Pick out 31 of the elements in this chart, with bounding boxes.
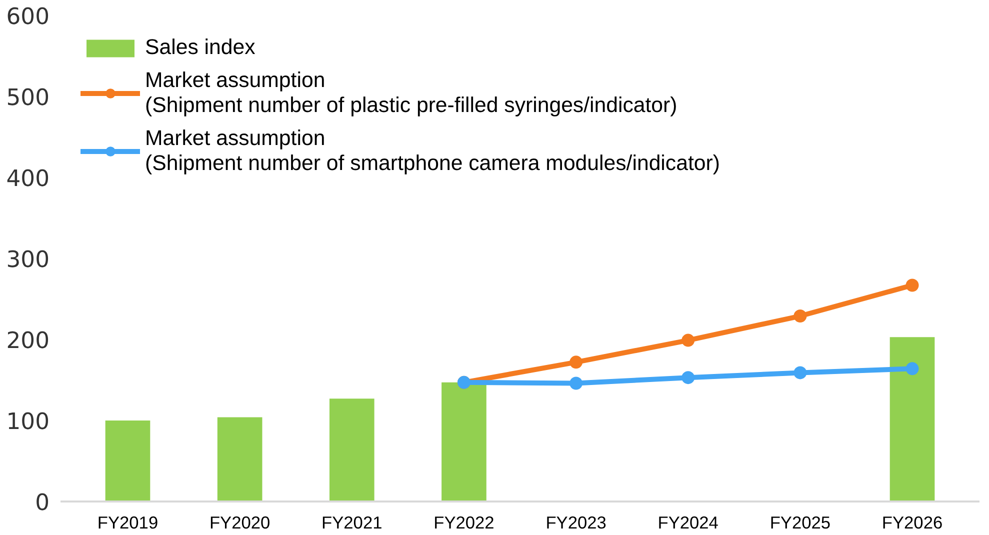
legend-label: Market assumption (Shipment number of smartphone camera modules/indicator) bbox=[145, 126, 720, 176]
point bbox=[570, 376, 583, 390]
bar bbox=[329, 398, 374, 502]
x-tick-label: FY2024 bbox=[658, 512, 719, 532]
x-tick-label: FY2021 bbox=[322, 512, 382, 532]
point bbox=[682, 334, 695, 347]
y-tick-label: 300 bbox=[6, 247, 50, 273]
point bbox=[570, 356, 583, 369]
legend-label: Market assumption (Shipment number of plastic pre-filled syringes/indicator) bbox=[145, 68, 678, 118]
bar bbox=[442, 382, 486, 502]
legend-label: Sales index bbox=[145, 35, 256, 60]
point bbox=[794, 310, 807, 322]
x-tick-label: FY2026 bbox=[882, 512, 943, 532]
x-tick-label: FY2025 bbox=[770, 512, 831, 532]
x-tick-label: FY2020 bbox=[209, 512, 270, 532]
x-tick-label: FY2022 bbox=[434, 512, 494, 532]
x-tick-label: FY2023 bbox=[546, 512, 606, 532]
point bbox=[794, 366, 807, 380]
point bbox=[906, 362, 919, 376]
y-tick-label: 0 bbox=[35, 490, 50, 516]
bar bbox=[105, 420, 150, 502]
point bbox=[682, 371, 695, 384]
y-tick-label: 400 bbox=[6, 166, 50, 192]
x-tick-label: FY2019 bbox=[97, 512, 158, 532]
bar bbox=[217, 417, 262, 502]
y-tick-label: 500 bbox=[6, 85, 50, 111]
bar bbox=[890, 337, 935, 502]
y-tick-label: 100 bbox=[6, 409, 50, 435]
point bbox=[906, 278, 919, 292]
y-tick-label: 200 bbox=[6, 328, 50, 354]
y-tick-label: 600 bbox=[6, 4, 50, 30]
